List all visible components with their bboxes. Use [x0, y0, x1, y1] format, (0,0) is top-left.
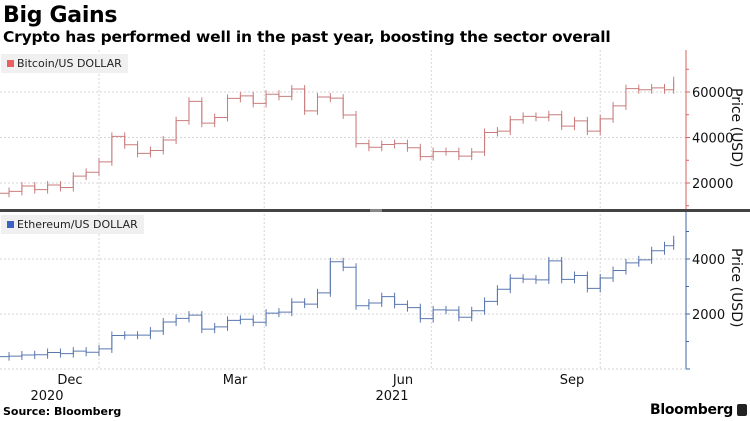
legend-swatch-bitcoin	[7, 60, 14, 67]
y-tick-label: 2000	[692, 308, 725, 323]
legend-ethereum: Ethereum/US DOLLAR	[1, 215, 144, 234]
y-tick-label: 4000	[692, 253, 725, 268]
y-tick-label: 40000	[692, 132, 733, 147]
y-tick-label: 60000	[692, 86, 733, 101]
x-tick-label: Jun	[392, 373, 413, 388]
bloomberg-chart-icon	[737, 404, 747, 416]
panel-resize-handle	[370, 209, 382, 212]
chart-title: Big Gains	[3, 3, 118, 28]
legend-label-bitcoin: Bitcoin/US DOLLAR	[17, 57, 122, 70]
x-tick-label: Sep	[560, 373, 585, 388]
x-year-label: 2021	[375, 389, 408, 404]
source-note: Source: Bloomberg	[3, 405, 122, 418]
bloomberg-logo: Bloomberg	[650, 402, 747, 418]
legend-bitcoin: Bitcoin/US DOLLAR	[1, 54, 128, 73]
x-year-label: 2020	[30, 389, 63, 404]
price-series-line	[0, 80, 675, 194]
legend-label-ethereum: Ethereum/US DOLLAR	[17, 218, 138, 231]
y-axis-label-bitcoin: Price (USD)	[728, 88, 744, 168]
logo-text: Bloomberg	[649, 402, 733, 418]
chart-subtitle: Crypto has performed well in the past ye…	[3, 28, 611, 46]
legend-swatch-ethereum	[7, 221, 14, 228]
x-tick-label: Dec	[57, 373, 82, 388]
y-tick-label: 20000	[692, 177, 733, 192]
price-series-line	[0, 239, 675, 358]
y-axis-label-ethereum: Price (USD)	[728, 248, 744, 328]
x-tick-label: Mar	[223, 373, 248, 388]
